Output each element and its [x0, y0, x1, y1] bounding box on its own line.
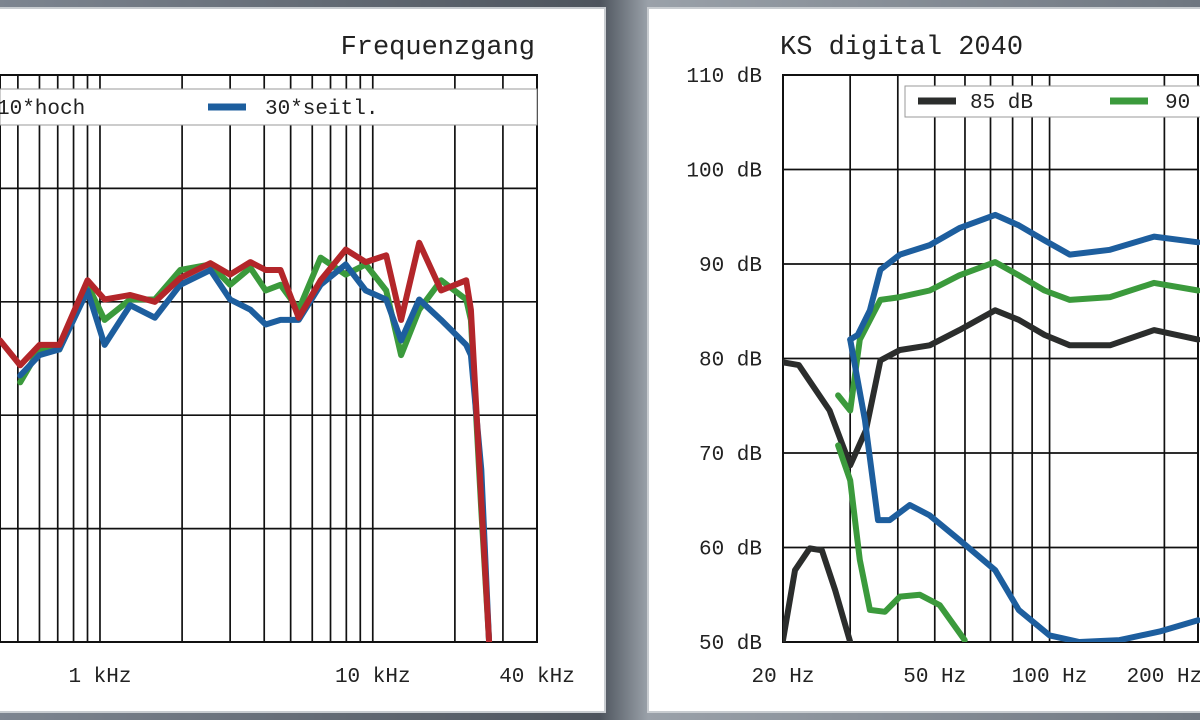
- x-tick-label: 40 kHz: [499, 666, 575, 689]
- series-line: [847, 336, 1200, 642]
- series-line: [835, 259, 1200, 414]
- plot-frame: [782, 74, 1199, 643]
- chart-title: KS digital 2040: [780, 33, 1023, 63]
- y-tick-label: 60 dB: [699, 539, 762, 562]
- x-tick-label: 100 Hz: [1012, 666, 1088, 689]
- series-line: [17, 261, 493, 642]
- legend-label: 30*seitl.: [265, 98, 378, 121]
- chart: Frequenzgang 1 kHz 10 kHz 40 kHz 10*hoch 30*s…: [0, 33, 575, 689]
- x-tick-label: 50 Hz: [903, 666, 966, 689]
- plot-frame: [0, 74, 538, 643]
- legend-label: 10*hoch: [0, 98, 85, 121]
- plot-area: [783, 211, 1200, 642]
- plot-area: [0, 239, 493, 642]
- series-line: [783, 545, 854, 642]
- credit: © J. Bauer, Archiv: [10, 690, 146, 709]
- x-tick-label: 200 Hz: [1127, 666, 1200, 689]
- x-tick-label: 1 kHz: [68, 666, 131, 689]
- y-tick-label: 90 dB: [699, 255, 762, 278]
- y-tick-label: 70 dB: [699, 444, 762, 467]
- series-line: [847, 211, 1200, 343]
- y-tick-label: 110 dB: [686, 66, 762, 89]
- legend-label: 90 dB: [1165, 92, 1200, 115]
- series-line: [0, 239, 493, 642]
- y-tick-label: 80 dB: [699, 350, 762, 373]
- series-line: [17, 254, 493, 642]
- chart-title: Frequenzgang: [341, 33, 535, 63]
- legend-box: [0, 88, 538, 126]
- legend-label: 85 dB: [970, 92, 1033, 115]
- series-line: [835, 442, 968, 642]
- y-tick-label: 50 dB: [699, 633, 762, 656]
- y-tick-label: 100 dB: [686, 161, 762, 184]
- series-line: [783, 307, 1200, 469]
- x-tick-label: 20 Hz: [751, 666, 814, 689]
- x-tick-label: 10 kHz: [335, 666, 411, 689]
- chart: KS digital 2040 50 dB 60 dB 70 dB 80 dB 90 dB…: [686, 33, 1200, 689]
